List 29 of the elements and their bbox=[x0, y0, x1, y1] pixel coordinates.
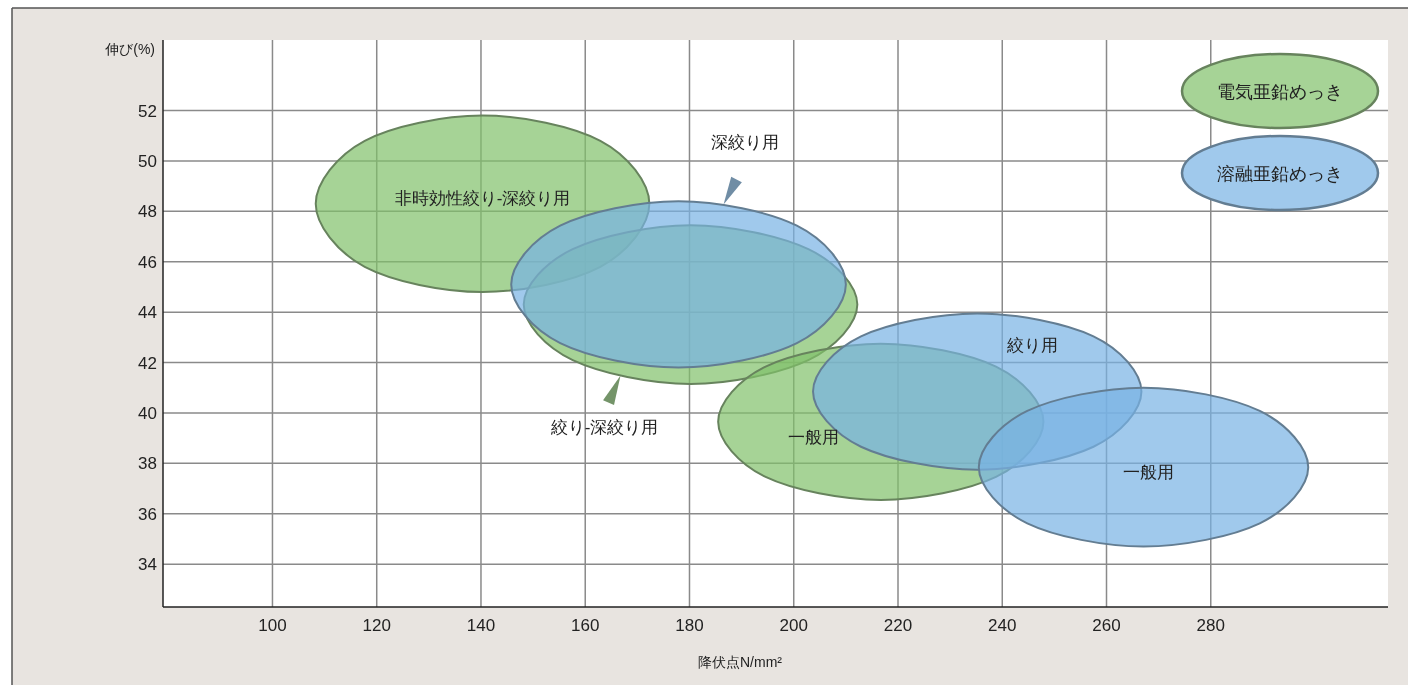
y-tick-label: 42 bbox=[138, 353, 157, 373]
x-tick-label: 260 bbox=[1092, 616, 1121, 635]
legend: 電気亜鉛めっき 溶融亜鉛めっき bbox=[1180, 52, 1380, 212]
annotation: 一般用 bbox=[788, 427, 840, 447]
x-axis-title: 降伏点N/mm² bbox=[698, 654, 783, 670]
y-axis-title: 伸び(%) bbox=[104, 41, 155, 57]
x-tick-label: 240 bbox=[988, 616, 1017, 635]
x-tick-label: 280 bbox=[1196, 616, 1225, 635]
annotation: 深絞り用 bbox=[710, 133, 779, 153]
annotation: 絞り用 bbox=[1005, 335, 1058, 355]
x-tick-label: 220 bbox=[883, 616, 913, 635]
y-tick-label: 48 bbox=[138, 202, 157, 222]
y-tick-label: 52 bbox=[138, 101, 157, 121]
x-tick-label: 120 bbox=[362, 616, 391, 635]
y-tick-label: 46 bbox=[138, 252, 157, 272]
y-tick-label: 40 bbox=[138, 403, 157, 423]
y-tick-label: 36 bbox=[138, 504, 157, 524]
y-tick-label: 44 bbox=[138, 303, 157, 323]
y-tick-label: 50 bbox=[138, 151, 157, 171]
x-tick-label: 160 bbox=[571, 616, 600, 635]
annotation: 一般用 bbox=[1123, 463, 1175, 483]
x-tick-label: 140 bbox=[466, 616, 496, 635]
x-tick-label: 200 bbox=[779, 616, 808, 635]
x-tick-label: 180 bbox=[675, 616, 704, 635]
x-tick-label: 100 bbox=[258, 616, 287, 635]
y-tick-label: 34 bbox=[138, 555, 157, 575]
y-tick-label: 38 bbox=[138, 454, 157, 474]
annotation: 非時効性絞り-深絞り用 bbox=[394, 188, 571, 208]
annotation: 絞り-深絞り用 bbox=[549, 417, 659, 437]
